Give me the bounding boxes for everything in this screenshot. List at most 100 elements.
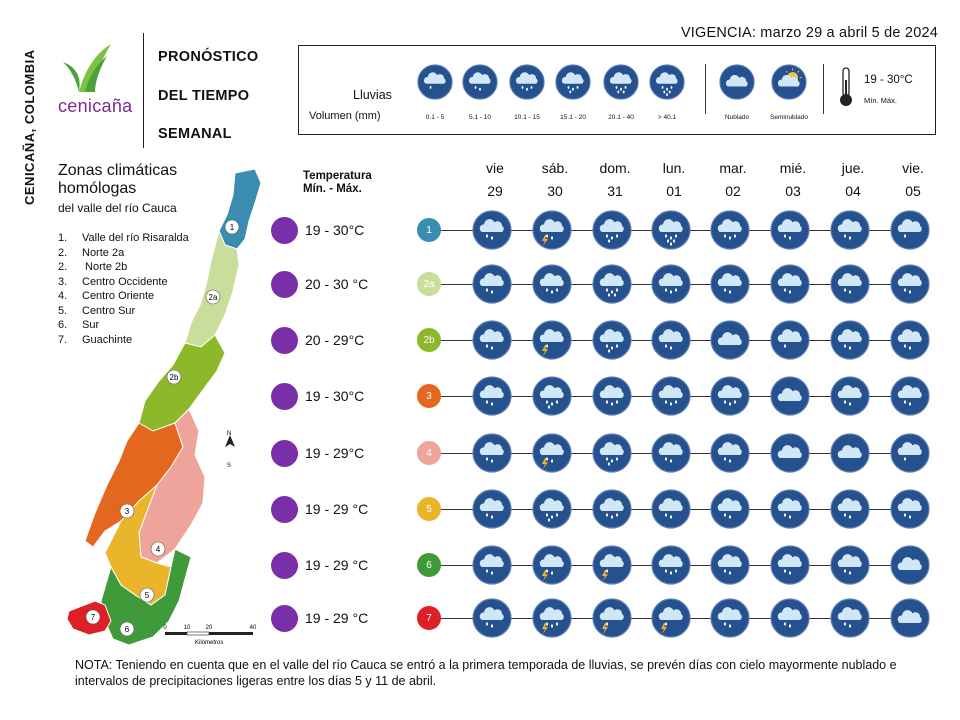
rain-icon — [472, 320, 512, 360]
zone-list-number: 4. — [58, 290, 68, 302]
zone-list-name: Centro Sur — [82, 304, 136, 317]
storm-rain-icon — [592, 545, 632, 585]
temp-dot-icon — [271, 495, 298, 523]
rain-icon — [651, 264, 691, 304]
legend-temp-sub: Mín. Máx. — [864, 96, 897, 105]
temp-dot-icon — [271, 604, 298, 632]
rain-icon — [830, 489, 870, 529]
svg-text:6: 6 — [125, 625, 130, 634]
rain-icon — [651, 545, 691, 585]
rain-icon — [830, 545, 870, 585]
temp-header: Temperatura Mín. - Máx. — [303, 170, 372, 196]
zone-badge: 5 — [417, 497, 441, 521]
temp-dot-icon — [271, 439, 298, 467]
rain-icon — [592, 210, 632, 250]
storm-rain-icon — [532, 598, 572, 638]
cloud-icon — [719, 64, 755, 100]
zone-badge: 3 — [417, 384, 441, 408]
day-name: vie. — [902, 160, 924, 176]
zone-list-number: 2. — [58, 261, 68, 273]
zone-list-name: Valle del río Risaralda — [82, 232, 189, 244]
map-zone-label: 1 — [224, 219, 240, 235]
rain-icon — [770, 210, 810, 250]
day-date: 01 — [666, 183, 682, 199]
rain-icon — [830, 264, 870, 304]
rain-icon — [770, 320, 810, 360]
cloud-icon — [890, 598, 930, 638]
rain-icon — [472, 376, 512, 416]
day-name: vie — [486, 160, 504, 176]
temp-range: 19 - 30°C — [305, 222, 365, 238]
temp-dot-icon — [271, 270, 298, 298]
zone-list-number: 7. — [58, 333, 68, 346]
day-date: 03 — [785, 183, 801, 199]
zone-list-name: Norte 2b — [82, 261, 128, 273]
legend-rain-label: 0.1 - 5 — [425, 114, 445, 121]
rain-icon — [710, 433, 750, 473]
partly-cloudy-icon — [771, 64, 807, 100]
day-date: 05 — [905, 183, 921, 199]
rain-icon — [770, 598, 810, 638]
storm-rain-icon — [532, 210, 572, 250]
rain-icon — [592, 489, 632, 529]
rain-icon — [532, 489, 572, 529]
storm-rain-icon — [651, 598, 691, 638]
legend-temp-range: 19 - 30°C — [864, 74, 913, 86]
zone-badge: 7 — [417, 606, 441, 630]
rain-icon — [472, 598, 512, 638]
temp-header-line-2: Mín. - Máx. — [303, 183, 362, 195]
day-date: 30 — [547, 183, 563, 199]
legend-volumen-label: Volumen (mm) — [309, 110, 381, 122]
temp-row: 20 - 29°C — [271, 325, 364, 355]
rain-icon — [710, 210, 750, 250]
rain-icon — [592, 433, 632, 473]
scale-tick-label: 40 — [250, 625, 257, 631]
zone-list-number: 5. — [58, 304, 68, 317]
rain-icon — [890, 433, 930, 473]
legend-rain-label: 10.1 - 15 — [514, 114, 540, 121]
rain-icon — [890, 264, 930, 304]
rain-icon — [830, 598, 870, 638]
rain-icon — [890, 210, 930, 250]
scale-tick-label: 0 — [163, 625, 167, 631]
day-header: dom. 31 — [590, 157, 640, 203]
map-zone-label: 7 — [85, 609, 101, 625]
day-date: 29 — [487, 183, 503, 199]
temp-range: 20 - 29°C — [305, 332, 365, 348]
note-text: NOTA: Teniendo en cuenta que en el valle… — [75, 658, 897, 688]
rain-icon — [710, 264, 750, 304]
rain-icon — [710, 545, 750, 585]
cenicana-logo-icon — [63, 44, 111, 92]
temp-range: 19 - 29 °C — [305, 557, 369, 573]
temp-dot-icon — [271, 382, 298, 410]
temp-row: 19 - 30°C — [271, 215, 364, 245]
day-name: sáb. — [541, 160, 569, 176]
map-zone-label: 6 — [119, 621, 135, 637]
storm-rain-icon — [532, 433, 572, 473]
temp-row: 20 - 30 °C — [271, 269, 368, 299]
day-date: 04 — [845, 183, 861, 199]
zones-title: Zonas climáticas homólogas — [58, 162, 177, 198]
rain-1-icon — [417, 64, 453, 100]
legend-rain-label: > 40.1 — [657, 114, 677, 121]
zone-list-item: 6. Sur — [58, 318, 189, 333]
scale-unit: Kilómetros — [195, 640, 223, 646]
day-date: 02 — [725, 183, 741, 199]
zone-badge: 4 — [417, 441, 441, 465]
zone-badge: 2b — [417, 328, 441, 352]
rain-icon — [532, 264, 572, 304]
rain-icon — [890, 489, 930, 529]
storm-rain-icon — [592, 598, 632, 638]
north-n: N — [227, 431, 231, 437]
zones-map: 1 2a 2b 3 4 5 6 7 N S 0 10 20 40 Kilómetros — [66, 168, 262, 646]
zone-list-name: Sur — [82, 319, 100, 331]
map-zone-label: 4 — [150, 541, 166, 557]
rain-icon — [770, 264, 810, 304]
zone-badge: 1 — [417, 218, 441, 242]
rain-icon — [472, 433, 512, 473]
day-date: 31 — [607, 183, 623, 199]
day-header: mié. 03 — [768, 157, 818, 203]
zone-list-name: Guachinte — [82, 333, 133, 346]
scale-tick-label: 20 — [206, 625, 213, 631]
rain-icon — [651, 489, 691, 529]
